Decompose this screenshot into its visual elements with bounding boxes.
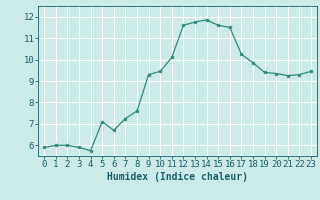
X-axis label: Humidex (Indice chaleur): Humidex (Indice chaleur) [107,172,248,182]
